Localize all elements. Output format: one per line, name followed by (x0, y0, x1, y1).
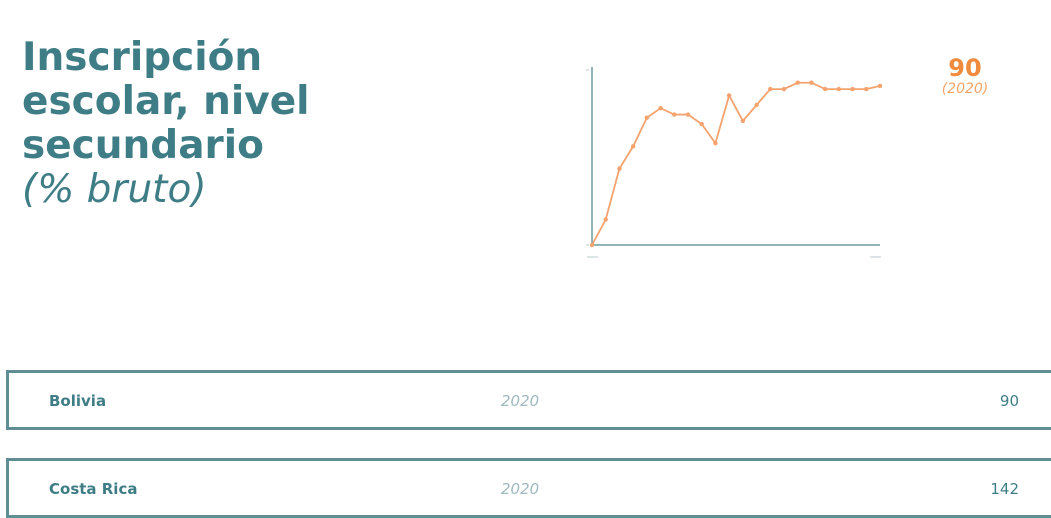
data-point (589, 242, 595, 248)
data-point (726, 93, 732, 98)
data-point (644, 115, 650, 120)
row-value: 90 (999, 392, 1019, 410)
title-line-2: escolar, nivel (22, 79, 310, 124)
data-point (658, 105, 663, 111)
row-country: Costa Rica (49, 480, 138, 498)
data-point (754, 102, 759, 108)
table-row: Costa Rica 2020 142 (6, 458, 1051, 518)
row-value: 142 (990, 480, 1019, 498)
data-point (617, 166, 622, 171)
data-point (795, 80, 800, 85)
data-point (822, 86, 828, 92)
data-point (836, 86, 842, 92)
data-point (713, 140, 718, 146)
row-year: 2020 (501, 480, 540, 498)
series-line (591, 81, 881, 246)
table-row: Bolivia 2020 90 (6, 370, 1051, 430)
latest-value: 90 (948, 54, 982, 82)
data-point (603, 217, 608, 222)
line-chart (586, 67, 883, 258)
title-unit: (% bruto) (22, 167, 207, 212)
title-line-1: Inscripción (22, 35, 263, 80)
data-point (781, 86, 787, 92)
data-point (672, 112, 677, 117)
data-point (864, 86, 869, 92)
data-point (740, 118, 746, 124)
row-year: 2020 (501, 392, 540, 410)
data-point (685, 112, 691, 117)
row-country: Bolivia (49, 392, 107, 410)
data-point (809, 80, 814, 85)
data-point (630, 144, 636, 149)
data-point (850, 86, 855, 92)
data-point (768, 86, 773, 92)
chart-title: Inscripción escolar, nivel secundario (%… (22, 36, 382, 212)
data-point (877, 83, 883, 89)
latest-year: (2020) (941, 81, 989, 97)
data-point (699, 121, 704, 127)
title-line-3: secundario (22, 123, 264, 168)
latest-value-callout: 90 (2020) (920, 55, 1010, 97)
